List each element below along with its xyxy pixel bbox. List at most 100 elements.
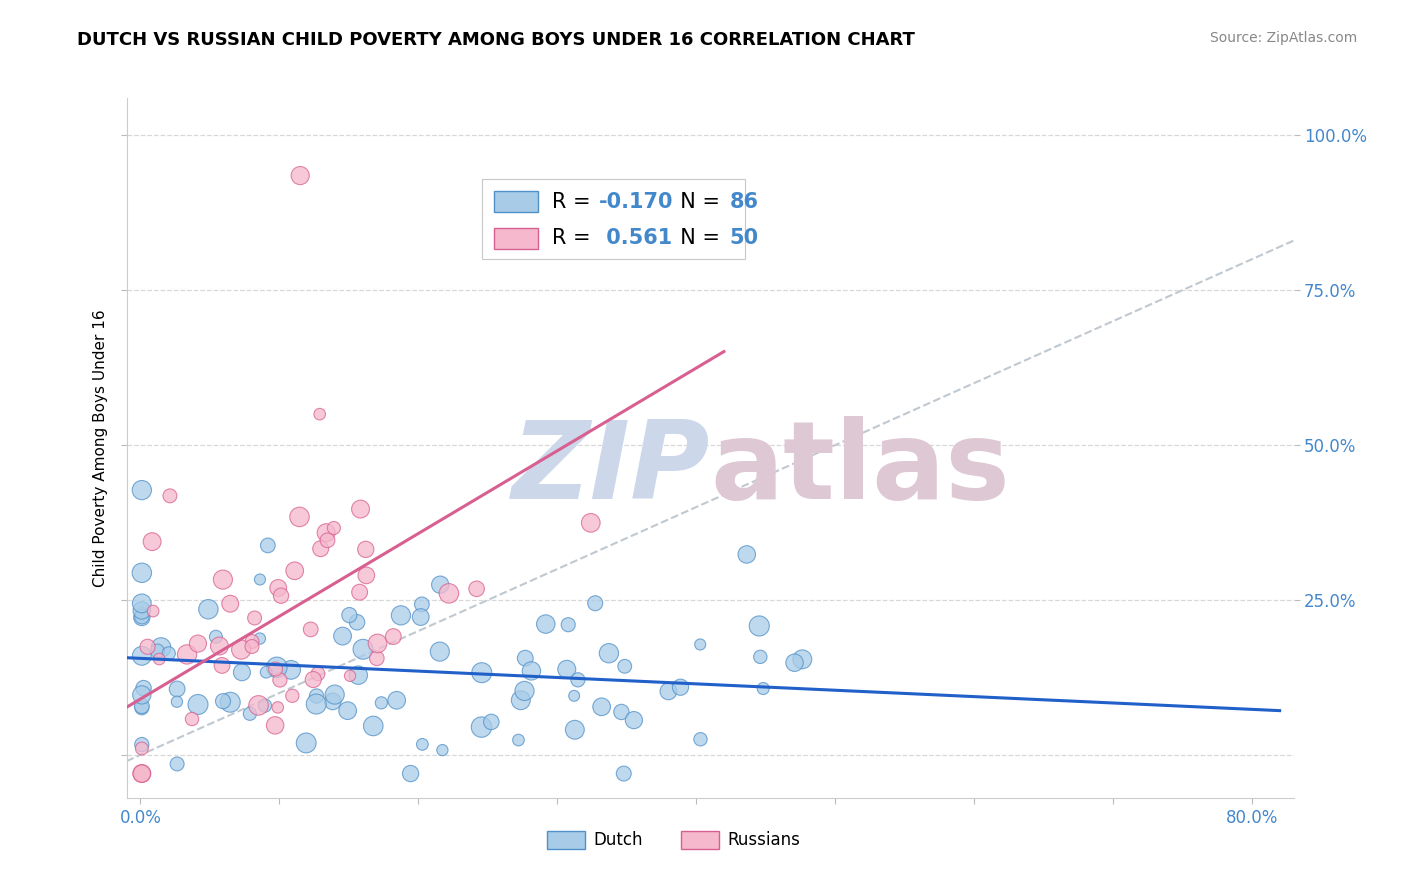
Point: [349, 585, 371, 599]
Point: [131, 483, 153, 497]
Point: [267, 581, 290, 595]
Text: -0.170: -0.170: [599, 192, 673, 211]
Text: N =: N =: [666, 192, 727, 211]
Point: [307, 666, 329, 681]
Point: [322, 521, 344, 535]
Point: [249, 573, 271, 587]
Point: [752, 681, 775, 696]
Text: 86: 86: [730, 192, 759, 211]
Point: [131, 766, 153, 780]
Point: [132, 681, 155, 695]
Point: [382, 630, 405, 644]
Point: [302, 673, 325, 687]
Point: [339, 669, 361, 683]
Point: [264, 662, 287, 676]
Point: [269, 673, 291, 687]
Point: [470, 720, 492, 734]
Point: [429, 644, 451, 658]
Point: [247, 698, 270, 713]
Point: [166, 695, 188, 709]
Point: [735, 548, 758, 562]
Bar: [547, 830, 585, 849]
Point: [623, 713, 645, 727]
Point: [555, 662, 578, 676]
Point: [205, 630, 228, 644]
Point: [309, 541, 332, 556]
Point: [219, 695, 242, 709]
Point: [253, 698, 276, 713]
Bar: [494, 227, 538, 249]
Point: [146, 644, 169, 658]
Point: [141, 534, 163, 549]
Point: [176, 648, 198, 662]
Point: [131, 610, 153, 624]
Point: [346, 615, 368, 630]
Point: [142, 604, 165, 618]
Point: [148, 652, 170, 666]
Point: [409, 610, 432, 624]
Point: [479, 714, 502, 729]
Point: [187, 637, 209, 651]
Bar: [494, 191, 538, 212]
Point: [657, 684, 679, 698]
Point: [166, 681, 188, 696]
Point: [187, 698, 209, 712]
Point: [361, 719, 384, 733]
Point: [323, 688, 346, 702]
Text: DUTCH VS RUSSIAN CHILD POVERTY AMONG BOYS UNDER 16 CORRELATION CHART: DUTCH VS RUSSIAN CHILD POVERTY AMONG BOY…: [77, 31, 915, 49]
Point: [366, 651, 388, 665]
Point: [131, 603, 153, 617]
Point: [131, 701, 153, 715]
Point: [689, 638, 711, 652]
Point: [337, 608, 360, 623]
Point: [131, 566, 153, 580]
Point: [411, 598, 433, 612]
Text: R =: R =: [553, 228, 598, 248]
Point: [295, 736, 318, 750]
Point: [267, 700, 290, 714]
Point: [370, 696, 392, 710]
Point: [270, 589, 292, 603]
Point: [613, 659, 636, 673]
Point: [557, 617, 579, 632]
Point: [567, 673, 589, 687]
Point: [669, 680, 692, 694]
Point: [520, 664, 543, 678]
Point: [610, 705, 633, 719]
Point: [131, 766, 153, 780]
Point: [598, 646, 620, 660]
Point: [534, 617, 557, 632]
Point: [389, 608, 412, 623]
Point: [131, 609, 153, 624]
Point: [281, 689, 304, 703]
Point: [322, 694, 344, 708]
Point: [240, 634, 263, 648]
Text: Source: ZipAtlas.com: Source: ZipAtlas.com: [1209, 31, 1357, 45]
Point: [131, 606, 153, 620]
Point: [181, 712, 204, 726]
Text: Dutch: Dutch: [593, 830, 643, 848]
Point: [231, 665, 253, 680]
Point: [308, 407, 330, 421]
Point: [562, 689, 585, 703]
Point: [231, 642, 253, 657]
Point: [367, 636, 389, 650]
Point: [583, 596, 606, 610]
Point: [305, 689, 328, 703]
Point: [249, 632, 271, 646]
Point: [432, 743, 454, 757]
Point: [513, 684, 536, 698]
Text: 0.561: 0.561: [599, 228, 672, 248]
Text: Russians: Russians: [727, 830, 800, 848]
Point: [280, 663, 302, 677]
Point: [385, 693, 408, 707]
Point: [689, 732, 711, 747]
Point: [579, 516, 602, 530]
Point: [264, 718, 287, 732]
Point: [305, 697, 328, 711]
Point: [299, 623, 322, 637]
Point: [197, 602, 219, 616]
Point: [157, 646, 180, 660]
Point: [349, 502, 371, 516]
Point: [239, 706, 262, 721]
